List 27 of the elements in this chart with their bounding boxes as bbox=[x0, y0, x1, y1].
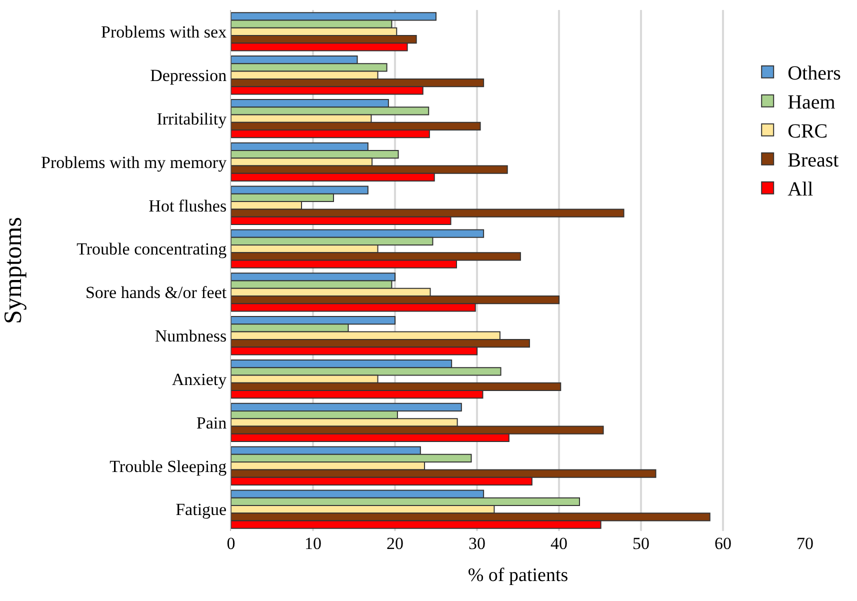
y-tick-label: Hot flushes bbox=[148, 196, 227, 216]
y-tick-label: Sore hands &/or feet bbox=[85, 283, 227, 302]
y-tick-label: Irritability bbox=[156, 109, 228, 128]
x-tick-label: 0 bbox=[226, 534, 236, 553]
x-tick-label: 30 bbox=[468, 534, 486, 553]
y-tick-label: Fatigue bbox=[176, 500, 227, 520]
legend-label: CRC bbox=[788, 120, 828, 143]
x-tick-label: 50 bbox=[632, 534, 650, 553]
y-tick-label: Trouble concentrating bbox=[76, 240, 228, 259]
y-tick-label: Anxiety bbox=[172, 370, 228, 389]
legend-label: Breast bbox=[788, 150, 840, 172]
x-tick-label: 10 bbox=[304, 534, 322, 553]
y-tick-label: Numbness bbox=[154, 326, 227, 346]
x-axis-title: % of patients bbox=[468, 564, 568, 586]
y-tick-label: Trouble Sleeping bbox=[110, 456, 228, 476]
x-tick-label: 20 bbox=[386, 534, 404, 553]
y-tick-label: Problems with my memory bbox=[41, 152, 228, 172]
legend-label: Others bbox=[788, 62, 842, 85]
x-tick-label: 70 bbox=[796, 534, 814, 553]
y-tick-label: Depression bbox=[150, 66, 228, 86]
y-tick-label: Pain bbox=[196, 413, 228, 432]
y-axis-title: Symptoms bbox=[0, 217, 27, 324]
y-tick-label: Problems with sex bbox=[100, 22, 228, 42]
x-tick-label: 60 bbox=[714, 534, 732, 553]
x-tick-label: 40 bbox=[550, 534, 568, 553]
legend-label: Haem bbox=[788, 92, 836, 114]
legend-label: All bbox=[788, 178, 814, 201]
